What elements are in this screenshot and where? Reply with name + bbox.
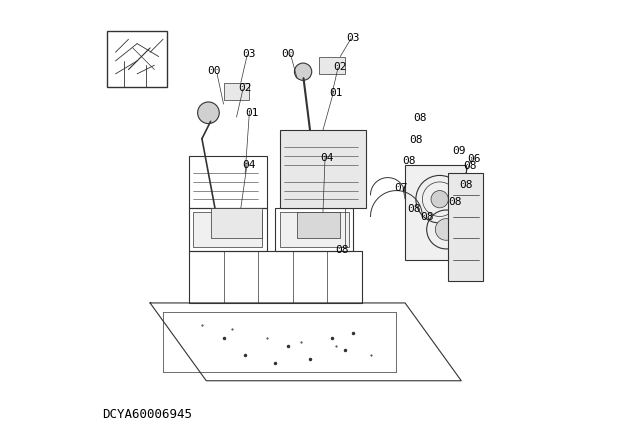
Bar xyxy=(107,32,167,88)
Text: 02: 02 xyxy=(334,62,347,72)
Bar xyxy=(193,213,262,247)
Text: 01: 01 xyxy=(245,108,259,118)
Text: 07: 07 xyxy=(394,183,407,193)
Bar xyxy=(224,83,249,101)
Circle shape xyxy=(435,219,457,241)
Bar xyxy=(280,213,349,247)
Text: 08: 08 xyxy=(402,156,416,166)
Bar xyxy=(405,165,466,260)
Text: 04: 04 xyxy=(321,152,334,162)
Text: 08: 08 xyxy=(459,180,472,190)
Text: 04: 04 xyxy=(243,159,256,169)
Bar xyxy=(297,213,340,239)
Text: 03: 03 xyxy=(243,49,256,59)
Text: 08: 08 xyxy=(463,160,477,170)
Text: 06: 06 xyxy=(467,154,481,164)
Text: 00: 00 xyxy=(207,66,221,76)
Text: 08: 08 xyxy=(409,135,423,145)
Text: 01: 01 xyxy=(329,88,343,98)
Text: 02: 02 xyxy=(239,82,252,92)
Bar xyxy=(280,131,366,208)
Text: 08: 08 xyxy=(335,244,349,254)
Text: 00: 00 xyxy=(281,49,295,59)
Text: 08: 08 xyxy=(420,212,433,222)
Text: 08: 08 xyxy=(414,113,427,123)
Circle shape xyxy=(294,64,312,81)
Bar xyxy=(189,208,267,251)
Text: 03: 03 xyxy=(347,33,360,43)
Text: 08: 08 xyxy=(448,197,461,207)
Bar xyxy=(211,208,262,239)
Text: 08: 08 xyxy=(407,204,420,214)
Bar xyxy=(448,174,483,282)
Text: 09: 09 xyxy=(453,145,466,155)
Bar xyxy=(189,157,267,208)
Bar xyxy=(319,57,345,75)
Bar xyxy=(275,208,353,251)
Text: DCYA60006945: DCYA60006945 xyxy=(102,407,193,420)
Circle shape xyxy=(198,103,219,124)
Circle shape xyxy=(431,191,448,208)
